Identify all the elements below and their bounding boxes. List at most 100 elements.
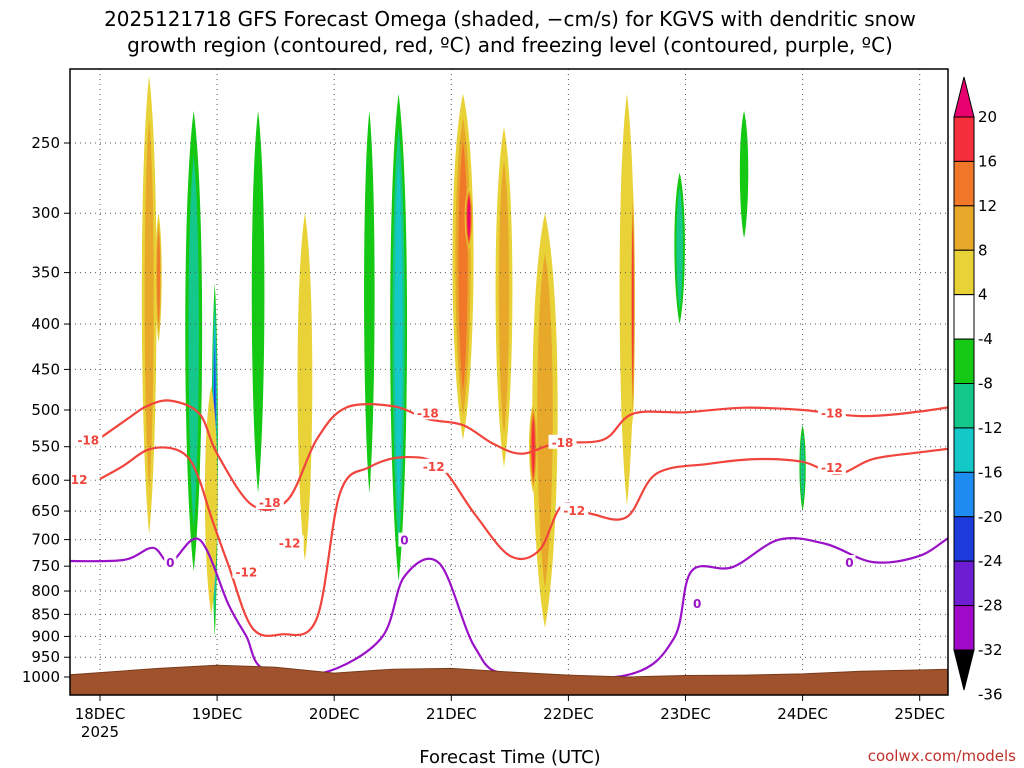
colorbar-bin-8 <box>953 427 975 473</box>
x-tick-label-19dec: 19DEC <box>192 705 243 723</box>
y-tick-label-250: 250 <box>31 134 60 152</box>
omega-feature-5-band-0 <box>251 110 265 493</box>
x-axis-ticks: 18DEC 19DEC 20DEC 21DEC 22DEC 23DEC 24DEC 25DEC <box>75 695 945 723</box>
omega-feature-17-band-0 <box>739 110 749 239</box>
chart-title-line-2: growth region (contoured, red, ºC) and f… <box>127 33 893 57</box>
omega-feature-6-band-0 <box>297 213 313 562</box>
contour-label-bg-12 <box>398 532 411 547</box>
contour-label-bg-2 <box>232 564 261 579</box>
y-tick-label-600: 600 <box>31 471 60 489</box>
x-tick-label-21dec: 21DEC <box>426 705 477 723</box>
chart-title: 2025121718 GFS Forecast Omega (shaded, −… <box>104 7 916 57</box>
y-tick-label-1000: 1000 <box>22 668 60 686</box>
contour-label-bg-10 <box>817 405 846 420</box>
contour-label-bg-4 <box>560 502 589 517</box>
y-tick-label-950: 950 <box>31 648 60 666</box>
contour-label-7: -18 <box>259 496 281 510</box>
dgz-minus18-contour <box>99 399 948 511</box>
y-tick-label-350: 350 <box>31 264 60 282</box>
contour-label-bg-7 <box>255 495 284 510</box>
colorbar-bin-2 <box>953 160 975 207</box>
y-tick-label-550: 550 <box>31 438 60 456</box>
colorbar-bin-10 <box>953 516 975 562</box>
x-tick-label-24dec: 24DEC <box>777 705 828 723</box>
contour-label-3: -12 <box>423 460 445 474</box>
omega-feature-13-band-3 <box>531 416 535 479</box>
y-tick-label-400: 400 <box>31 315 60 333</box>
contour-label-bg-6 <box>74 432 103 447</box>
omega-feature-18-band-1 <box>800 433 805 503</box>
omega-feature-7-band-2 <box>394 161 403 514</box>
contour-label-10: -18 <box>821 406 843 420</box>
contour-label-bg-14 <box>691 595 704 610</box>
plot-frame <box>69 68 949 696</box>
credit-text: coolwx.com/models <box>868 747 1016 765</box>
colorbar: 20 16 12 8 4 -4 -8 -12 -16 -20 -24 -28 -32 -36 <box>953 76 1003 703</box>
contour-label-bg-3 <box>419 458 448 473</box>
contour-lines: -12 -12 -12 -12 -12 -12 -18 -18 -18 -18 -18 0 0 0 0 <box>66 399 948 681</box>
colorbar-tick-8: -16 <box>978 463 1003 481</box>
plot-area: -12 -12 -12 -12 -12 -12 -18 -18 -18 -18 -18 0 0 0 0 <box>66 69 948 695</box>
colorbar-tick-1: 16 <box>978 152 997 170</box>
x-axis-label: Forecast Time (UTC) <box>419 747 600 768</box>
colorbar-bin-9 <box>953 471 975 518</box>
contour-label-13: 0 <box>845 556 853 570</box>
contour-label-0: -12 <box>66 473 88 487</box>
omega-feature-0-band-1 <box>144 119 154 491</box>
colorbar-bin-12 <box>953 605 975 651</box>
colorbar-bin-6 <box>953 338 975 385</box>
contour-label-bg-1 <box>275 535 304 550</box>
terrain <box>70 664 948 695</box>
contour-label-9: -18 <box>552 436 574 450</box>
colorbar-bottom-arrow <box>953 649 975 691</box>
contour-label-12: 0 <box>400 534 408 548</box>
y-tick-label-800: 800 <box>31 582 60 600</box>
colorbar-tick-7: -12 <box>978 419 1003 437</box>
y-tick-label-450: 450 <box>31 360 60 378</box>
colorbar-tick-11: -28 <box>978 597 1003 615</box>
contour-label-1: -12 <box>279 536 301 550</box>
colorbar-tick-9: -20 <box>978 508 1003 526</box>
x-tick-label-22dec: 22DEC <box>543 705 594 723</box>
omega-feature-10-band-4 <box>467 197 471 239</box>
contour-label-bg-8 <box>413 405 442 420</box>
colorbar-bin-7 <box>953 383 975 429</box>
y-tick-label-750: 750 <box>31 557 60 575</box>
colorbar-bin-5 <box>953 294 975 340</box>
x-tick-label-20dec: 20DEC <box>309 705 360 723</box>
x-tick-year: 2025 <box>81 723 119 741</box>
colorbar-tick-0: 20 <box>978 108 997 126</box>
contour-label-2: -12 <box>236 565 258 579</box>
x-tick-label-18dec: 18DEC <box>75 705 126 723</box>
colorbar-bin-3 <box>953 205 975 251</box>
y-tick-label-700: 700 <box>31 531 60 549</box>
freezing-level-contour <box>70 536 948 681</box>
omega-feature-12-band-1 <box>537 253 553 588</box>
colorbar-bin-11 <box>953 560 975 607</box>
y-tick-label-500: 500 <box>31 401 60 419</box>
y-axis-ticks: 250 300 350 400 450 500 550 600 650 700 750 800 850 9… <box>22 134 70 686</box>
colorbar-tick-10: -24 <box>978 552 1003 570</box>
contour-label-bg-9 <box>548 434 577 449</box>
contour-label-5: -12 <box>821 461 843 475</box>
terrain-surface <box>70 664 948 695</box>
contour-label-6: -18 <box>77 434 99 448</box>
y-tick-label-850: 850 <box>31 605 60 623</box>
omega-feature-4-band-0 <box>204 386 218 615</box>
chart-title-line-1: 2025121718 GFS Forecast Omega (shaded, −… <box>104 7 916 31</box>
colorbar-tick-5: -4 <box>978 330 993 348</box>
omega-shading <box>141 75 806 637</box>
contour-label-11: 0 <box>166 556 174 570</box>
colorbar-bin-4 <box>953 249 975 296</box>
omega-feature-15-band-3 <box>632 225 634 387</box>
omega-feature-14-band-0 <box>619 93 635 506</box>
y-tick-label-900: 900 <box>31 627 60 645</box>
contour-label-bg-5 <box>817 460 846 475</box>
colorbar-tick-3: 8 <box>978 241 988 259</box>
colorbar-tick-12: -32 <box>978 641 1003 659</box>
contour-label-14: 0 <box>693 597 701 611</box>
colorbar-tick-13: -36 <box>978 685 1003 703</box>
colorbar-top-arrow <box>953 76 975 118</box>
omega-feature-8-band-0 <box>364 110 375 493</box>
